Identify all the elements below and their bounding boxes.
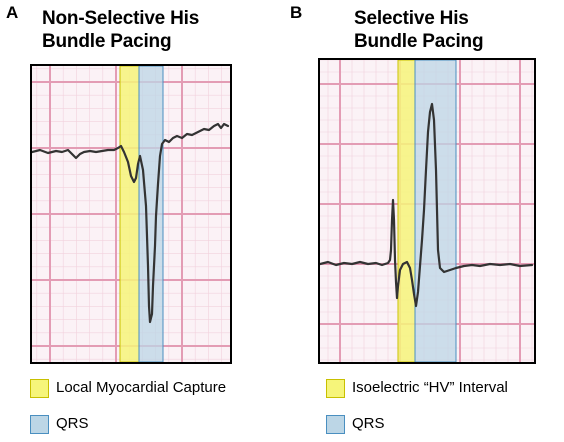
panel-a-title-line1: Non-Selective His	[42, 8, 200, 29]
panel-b-title-line2: Bundle Pacing	[354, 31, 484, 52]
legend-label: QRS	[352, 415, 385, 432]
panel-a-letter: A	[6, 3, 19, 22]
isoelectric-hv-interval-band	[397, 60, 416, 362]
legend-item-local-myocardial-capture: Local Myocardial Capture	[30, 376, 226, 400]
panel-b-letter: B	[290, 3, 303, 22]
blue-swatch-icon	[30, 414, 49, 434]
ecg-trace-b	[320, 102, 534, 308]
legend-label: Local Myocardial Capture	[56, 379, 227, 396]
qrs-band-b	[414, 60, 457, 362]
ecg-strip-b	[318, 58, 536, 364]
yellow-swatch-icon	[326, 378, 345, 398]
ecg-graphic-a	[32, 66, 230, 362]
ecg-trace-a	[32, 122, 230, 324]
legend-item-isoelectric-hv-interval: Isoelectric “HV” Interval	[326, 376, 508, 400]
legend-item-qrs-a: QRS	[30, 412, 89, 436]
local-myocardial-capture-band	[119, 66, 140, 362]
ecg-graphic-b	[320, 60, 534, 362]
legend-item-qrs-b: QRS	[326, 412, 385, 436]
yellow-swatch-icon	[30, 378, 49, 398]
legend-label: Isoelectric “HV” Interval	[352, 379, 508, 396]
legend-label: QRS	[56, 415, 89, 432]
panel-b-title-line1: Selective His	[354, 8, 469, 29]
panel-a-title-line2: Bundle Pacing	[42, 31, 172, 52]
blue-swatch-icon	[326, 414, 345, 434]
ecg-strip-a	[30, 64, 232, 364]
